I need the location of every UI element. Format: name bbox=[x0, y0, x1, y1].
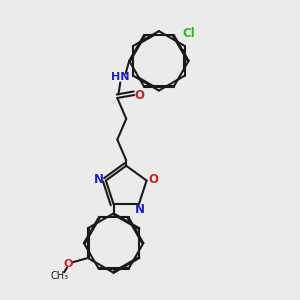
Text: N: N bbox=[135, 203, 145, 216]
Text: O: O bbox=[135, 88, 145, 101]
Text: HN: HN bbox=[111, 72, 130, 82]
Text: O: O bbox=[148, 172, 158, 186]
Text: Cl: Cl bbox=[182, 27, 195, 40]
Text: CH₃: CH₃ bbox=[51, 271, 69, 281]
Text: O: O bbox=[64, 259, 73, 269]
Text: N: N bbox=[94, 172, 104, 186]
